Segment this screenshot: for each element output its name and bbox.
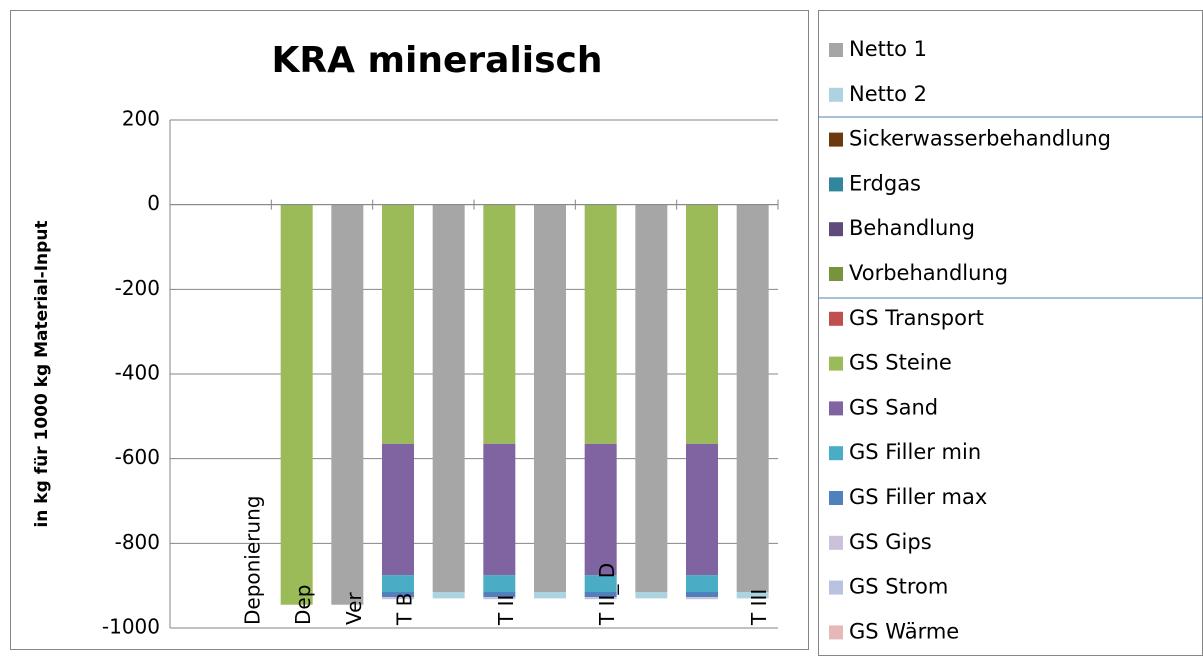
bar-segment <box>686 443 718 576</box>
bar-segment <box>483 575 516 593</box>
bar-segment <box>736 592 769 599</box>
y-tick-label: 200 <box>122 107 160 131</box>
bar-segment <box>382 204 414 444</box>
bar-segment <box>686 204 718 444</box>
legend-label: GS Sand <box>849 395 938 419</box>
bar-segment <box>382 592 414 598</box>
bar-segment <box>534 204 566 593</box>
bar-segment <box>483 592 516 598</box>
legend-swatch <box>829 580 843 595</box>
legend-label: Behandlung <box>849 216 975 240</box>
y-tick-label: -600 <box>115 445 160 469</box>
legend-label: Sickerwasserbehandlung <box>849 127 1111 151</box>
legend-swatch <box>829 132 843 147</box>
bar-segment <box>736 204 769 593</box>
legend-swatch <box>829 356 843 371</box>
legend-swatch <box>829 401 843 416</box>
legend-label: GS Gips <box>849 530 932 554</box>
bar-segment <box>483 443 516 576</box>
x-tick-label: T B <box>393 593 417 626</box>
bar-segment <box>382 597 414 600</box>
legend-label: Netto 2 <box>849 82 927 106</box>
legend-label: Netto 1 <box>849 37 927 61</box>
legend-swatch <box>829 491 843 505</box>
x-tick-label: T III <box>747 589 771 626</box>
bar-segment <box>635 592 668 599</box>
legend-label: GS Filler max <box>849 485 987 509</box>
legend-label: GS Wärme <box>849 619 959 643</box>
bar-segment <box>584 575 617 593</box>
bar-segment <box>483 204 516 444</box>
chart-title: KRA mineralisch <box>271 40 602 81</box>
legend-swatch <box>829 535 843 550</box>
legend-label: Vorbehandlung <box>849 261 1008 285</box>
y-tick-label: 0 <box>147 191 160 215</box>
bar-segment <box>584 597 617 600</box>
legend-swatch <box>829 43 843 57</box>
bar-segment <box>686 575 718 593</box>
bar-segment <box>584 592 617 598</box>
y-tick-label: -400 <box>115 361 160 385</box>
x-tick-label: T II <box>494 595 518 626</box>
x-tick-label: T II_ D <box>595 563 619 626</box>
legend-swatch <box>829 625 843 640</box>
y-axis-title: in kg für 1000 kg Material-Input <box>32 220 52 527</box>
bar-segment <box>280 204 313 605</box>
y-tick-label: -800 <box>115 530 160 554</box>
legend-label: GS Strom <box>849 575 948 599</box>
legend-label: Erdgas <box>849 171 921 195</box>
legend-swatch <box>829 87 843 102</box>
y-tick-label: -1000 <box>102 615 160 639</box>
legend-swatch <box>829 267 843 281</box>
bar-segment <box>686 592 718 598</box>
legend-label: GS Steine <box>849 351 952 375</box>
x-tick-label: Deponierung <box>241 496 265 625</box>
legend-label: GS Transport <box>849 306 984 330</box>
bar-segment <box>432 592 465 599</box>
legend-swatch <box>829 311 843 326</box>
x-tick-label: Ver <box>342 592 366 625</box>
legend-swatch <box>829 446 843 461</box>
legend-swatch <box>829 222 843 237</box>
bar-segment <box>432 204 465 593</box>
bar-segment <box>382 443 414 576</box>
bar-segment <box>584 443 617 576</box>
bar-segment <box>686 597 718 600</box>
bar-segment <box>483 597 516 600</box>
bar-segment <box>584 204 617 444</box>
bar-segment <box>331 204 364 605</box>
bar-segment <box>534 592 566 599</box>
y-tick-label: -200 <box>115 276 160 300</box>
legend-swatch <box>829 177 843 192</box>
bar-segment <box>635 204 668 593</box>
bar-segment <box>382 575 414 593</box>
x-tick-label: Dep <box>291 585 315 625</box>
legend-label: GS Filler min <box>849 440 981 464</box>
legend-frame <box>818 10 1203 656</box>
